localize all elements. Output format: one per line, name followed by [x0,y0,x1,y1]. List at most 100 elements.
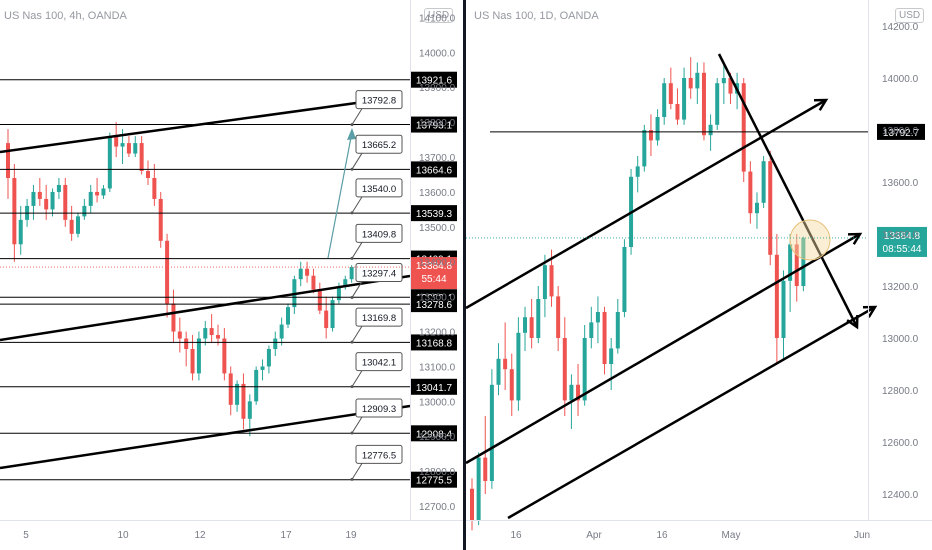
left-level-tag [411,425,457,442]
right-candle-body [635,166,640,177]
left-candle-body [228,373,233,405]
left-level-tag [411,71,457,88]
right-candle-body [695,72,700,89]
left-candle-body [196,338,201,374]
right-candle-body [781,280,786,338]
right-candle-body [476,457,481,520]
left-price-note-pointer [351,463,363,480]
left-price-tag-value: 13384.8 [416,261,453,272]
right-candle-body [509,369,514,401]
left-candle-body [152,177,157,199]
left-candle-body [146,171,150,178]
left-y-tick-label: 13000.0 [419,397,456,408]
right-x-tick-label: Jun [854,530,870,541]
right-downtrend-line-head [846,314,859,330]
left-y-tick-label: 12800.0 [419,467,456,478]
left-chart-title: US Nas 100, 4h, OANDA [4,10,127,22]
left-level-tag-label: 12908.4 [416,429,453,440]
right-candle-body [668,83,673,104]
left-level-tag-label: 13793.1 [416,121,453,132]
left-price-note-label: 13792.8 [362,96,396,107]
right-candle-body [496,358,501,385]
right-candle-body [688,78,693,89]
left-price-note-pointer [351,325,363,343]
right-channel-upper [465,98,827,310]
left-price-note-anchor [350,431,354,435]
right-candle-body [602,312,607,364]
left-level-tag [411,296,457,313]
left-candle-body [216,335,220,339]
right-candle-body [741,83,746,172]
left-price-note-box [355,90,403,110]
left-candle-body [12,177,17,245]
left-candle-body [120,143,125,147]
left-price-note-label: 13409.8 [362,229,396,240]
right-candle-body [589,322,594,338]
left-candle-body [101,188,106,196]
left-price-note-pointer [351,416,363,434]
left-candle-body [82,205,87,217]
right-candle-body [708,124,713,136]
right-level-tag [877,123,925,140]
left-price-note-label: 13297.4 [362,269,396,280]
left-level-tag-label: 13539.3 [416,209,453,220]
right-channel-upper-head [813,98,829,111]
right-candle-body [761,161,766,203]
left-candle-body [114,136,119,147]
left-price-note-pointer [351,196,363,214]
left-candle-body [222,338,227,374]
left-level-tag-label: 13278.6 [416,300,453,311]
left-y-tick-label: 13300.0 [419,293,456,304]
right-candle-body [576,384,581,401]
right-candle-body [655,117,660,141]
left-price-note-label: 12909.3 [362,404,396,415]
left-price-note-box [355,307,403,327]
right-candle-body [609,348,614,364]
left-projection-arrow [327,131,353,259]
left-level-tag-label: 13921.6 [416,76,453,87]
right-x-tick-label: Apr [586,530,602,541]
left-y-tick-label: 13200.0 [419,328,456,339]
right-currency-badge[interactable]: USD [895,8,925,23]
left-y-tick-label: 13800.0 [419,118,456,129]
right-candle-body [768,161,773,255]
left-x-tick-label: 12 [194,530,206,541]
left-price-note-pointer [351,370,363,387]
right-candle-body [595,312,600,323]
right-candle-body [748,171,753,214]
right-candle-body [556,296,561,338]
left-price-note-anchor [350,385,354,389]
right-channel-middle-head [847,232,863,245]
left-currency-badge[interactable]: USD [424,8,454,23]
left-trendline-middle [0,274,411,342]
right-y-tick-label: 12600.0 [882,438,919,449]
right-candle-body [794,244,799,286]
left-price-tag [411,257,457,290]
left-candle-body [126,143,131,154]
left-candle-body [165,240,170,304]
left-candle-body [273,338,278,349]
left-level-tag [411,471,457,488]
left-candle-body [260,366,265,370]
right-candle-body [682,78,687,120]
left-level-tag-label: 12775.5 [416,476,453,487]
left-price-note-box [355,263,403,283]
right-candle-body [615,312,620,349]
left-y-tick-label: 13700.0 [419,153,456,164]
left-candle-body [266,348,271,367]
left-level-tag [411,205,457,222]
left-candle-body [184,338,189,349]
left-candle-body [317,289,322,311]
right-candle-body [662,83,667,117]
left-price-note-box [355,352,403,372]
left-candle-body [298,268,303,280]
right-candle-body [582,338,587,401]
left-price-note-pointer [351,242,363,259]
left-price-note-anchor [350,123,354,127]
right-x-tick-label: 16 [656,530,668,541]
right-y-tick-label: 13000.0 [882,334,919,345]
right-y-tick-label: 13800.0 [882,126,919,137]
left-candle-body [63,184,68,220]
left-price-note-label: 12776.5 [362,450,396,461]
